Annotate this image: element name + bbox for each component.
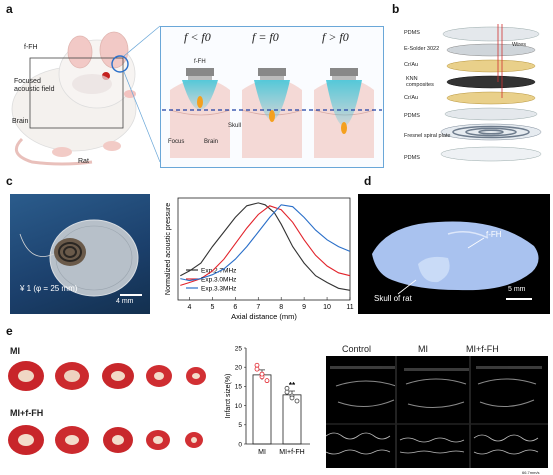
row-label-mi-ffh: MI+f-FH bbox=[10, 408, 44, 418]
x-tick-label: 5 bbox=[210, 304, 214, 311]
echo-label-mi-ffh: MI+f-FH bbox=[466, 344, 499, 354]
layer-label-3: Cr/Au bbox=[404, 62, 419, 68]
category-label-2: MI+f-FH bbox=[279, 449, 304, 456]
panel-b: b PDMS E-Solder 3022 Cr/Au KNN composites… bbox=[386, 0, 553, 170]
series-line-3 bbox=[180, 204, 351, 282]
row-label-mi: MI bbox=[10, 346, 20, 356]
layer-label-6: PDMS bbox=[404, 113, 420, 119]
x-tick-label: 11 bbox=[346, 304, 353, 311]
label-brain: Brain bbox=[12, 118, 29, 125]
y-tick-label: 10 bbox=[235, 403, 243, 410]
sub-label-brain: Brain bbox=[204, 139, 219, 145]
zoom-connector bbox=[123, 25, 161, 163]
panel-a-label: a bbox=[6, 2, 13, 16]
data-point bbox=[259, 371, 265, 377]
y-axis-label: Infarct size(%) bbox=[225, 374, 232, 419]
sub-label-ffh: f-FH bbox=[194, 59, 206, 65]
layer-label-4: KNN composites bbox=[406, 76, 434, 88]
y-tick-label: 15 bbox=[235, 384, 243, 391]
cross-sections bbox=[162, 68, 382, 158]
echo-images bbox=[326, 356, 548, 468]
series-line-1 bbox=[180, 202, 351, 291]
panel-e: e MI MI+f-FH 0 5 10 15 20 25 Infarct size(%) MI… bbox=[0, 322, 553, 475]
layer-label-8: PDMS bbox=[404, 155, 420, 161]
condition-gt: f > f0 bbox=[322, 30, 349, 44]
data-point bbox=[284, 389, 290, 395]
label-focused-field: Focused acoustic field bbox=[14, 78, 55, 93]
x-tick-label: 7 bbox=[256, 304, 260, 311]
label-rat: Rat bbox=[78, 158, 89, 165]
layer-label-7: Fresnel spiral plate bbox=[404, 133, 451, 139]
y-tick-label: 0 bbox=[238, 441, 242, 448]
layer-label-5: Cr/Au bbox=[404, 95, 419, 101]
mi-slices bbox=[8, 361, 206, 391]
y-tick-label: 20 bbox=[235, 365, 243, 372]
panel-e-label: e bbox=[6, 324, 13, 338]
plot-frame bbox=[177, 197, 351, 301]
wires-label: Wires bbox=[512, 42, 527, 48]
sub-label-focus: Focus bbox=[168, 139, 185, 145]
skull-label: Skull of rat bbox=[374, 294, 412, 303]
condition-lt: f < f0 bbox=[184, 30, 211, 44]
data-point bbox=[264, 378, 270, 384]
category-label-1: MI bbox=[258, 449, 266, 456]
sub-label-skull: Skull bbox=[228, 123, 242, 129]
panel-c-label: c bbox=[6, 174, 13, 188]
layer-stack bbox=[440, 24, 542, 162]
coin-label: ¥ 1 (φ = 25 mm) bbox=[20, 284, 78, 293]
rat-illustration bbox=[11, 31, 137, 166]
legend-label-3: Exp.3.3MHz bbox=[201, 286, 236, 293]
y-tick-label: 25 bbox=[235, 345, 243, 352]
infarct-chart: 0 5 10 15 20 25 Infarct size(%) MI MI+f-FH ** bbox=[225, 345, 310, 456]
device-photo: ¥ 1 (φ = 25 mm) 4 mm bbox=[10, 194, 150, 314]
x-tick-label: 10 bbox=[323, 304, 331, 311]
photo-scale-label: 4 mm bbox=[116, 298, 134, 305]
label-ffh: f-FH bbox=[24, 44, 38, 51]
x-tick-label: 9 bbox=[302, 304, 306, 311]
heart-slices bbox=[8, 361, 206, 455]
panel-d-label: d bbox=[364, 174, 372, 188]
photo-scale-bar bbox=[120, 294, 142, 296]
x-tick-label: 4 bbox=[188, 304, 192, 311]
significance-label: ** bbox=[289, 381, 296, 390]
skull-render: f-FH Skull of rat 5 mm bbox=[358, 194, 550, 314]
pressure-chart: 4 5 6 7 8 9 10 11 Axial distance (mm) Normalized … bbox=[165, 197, 354, 321]
data-point bbox=[254, 366, 260, 372]
section-3 bbox=[313, 68, 375, 158]
y-tick-label: 5 bbox=[238, 422, 242, 429]
section-1 bbox=[169, 68, 231, 158]
section-2 bbox=[241, 68, 303, 158]
panel-b-label: b bbox=[392, 2, 400, 16]
y-axis-label: Normalized acoustic pressure bbox=[165, 203, 172, 295]
echo-label-mi: MI bbox=[418, 344, 428, 354]
condition-eq: f = f0 bbox=[252, 30, 279, 44]
data-point bbox=[289, 395, 295, 401]
panel-d: d f-FH Skull of rat 5 mm bbox=[358, 172, 553, 322]
mi-ffh-slices bbox=[8, 425, 203, 455]
x-tick-label: 8 bbox=[279, 304, 283, 311]
echo-label-control: Control bbox=[342, 344, 372, 354]
panel-a: a f-FH Focused acoustic field Brain Rat f… bbox=[0, 0, 386, 170]
layer-label-1: PDMS bbox=[404, 30, 420, 36]
skull-scale-label: 5 mm bbox=[508, 286, 526, 293]
bar-1 bbox=[252, 374, 272, 445]
series-line-2 bbox=[180, 205, 351, 286]
legend-label-2: Exp.3.0MHz bbox=[201, 277, 236, 284]
x-tick-label: 6 bbox=[233, 304, 237, 311]
layer-label-2: E-Solder 3022 bbox=[404, 46, 440, 52]
data-point bbox=[254, 362, 260, 368]
skull-ffh-label: f-FH bbox=[486, 230, 502, 239]
x-axis-label: Axial distance (mm) bbox=[231, 312, 297, 321]
data-point bbox=[294, 398, 300, 404]
panel-c: c ¥ 1 (φ = 25 mm) 4 mm 4 5 6 7 8 9 10 11 Axial d… bbox=[0, 172, 358, 322]
